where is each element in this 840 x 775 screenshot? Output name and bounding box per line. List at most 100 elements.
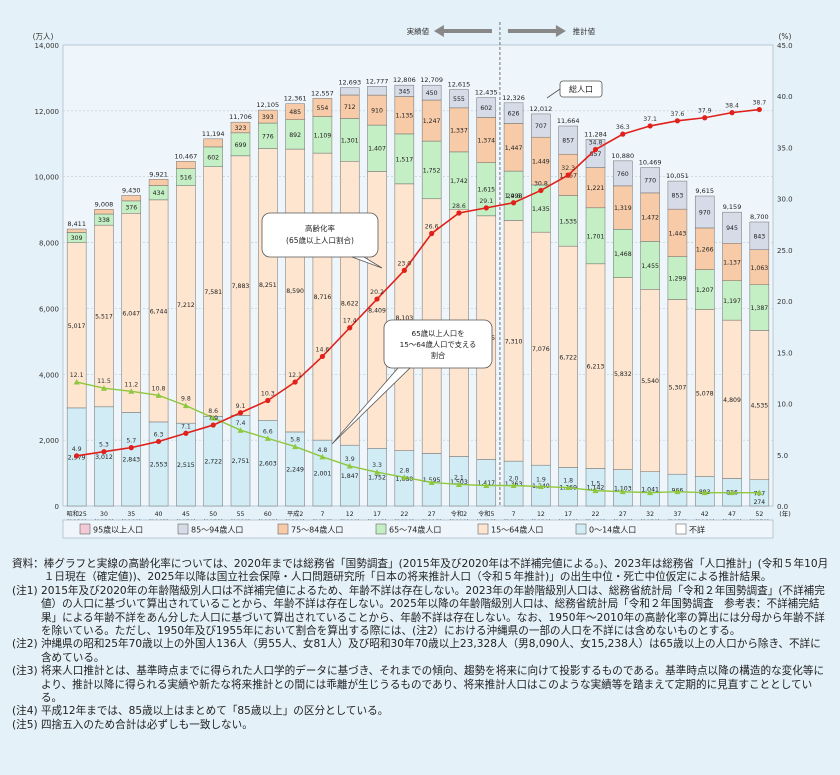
age95-label: 274: [754, 499, 766, 506]
x-tick-label-era: 7: [320, 511, 324, 518]
aging-rate-label: 4.9: [72, 446, 82, 453]
bar-value-label: 776: [262, 133, 274, 140]
callout-aging-pointer: [351, 256, 383, 269]
legend-swatch: [79, 523, 91, 535]
aging-rate-marker: [483, 205, 489, 211]
aging-rate-marker: [155, 438, 162, 445]
bar-value-label: 1,447: [505, 145, 523, 152]
bar-value-label: 5,540: [641, 378, 659, 385]
bar-value-label: 2,515: [177, 462, 195, 469]
support-ratio-marker: [674, 488, 681, 495]
bar-value-label: 323: [235, 125, 247, 132]
bar-value-label: 7,212: [177, 302, 195, 309]
support-ratio-marker: [182, 402, 189, 409]
bar-total-label: 10,467: [175, 152, 198, 160]
aging-rate-marker: [74, 453, 80, 459]
bar-value-label: 1,319: [614, 205, 632, 212]
support-ratio-marker: [565, 484, 572, 491]
y-left-tick-label: 8,000: [39, 240, 59, 248]
support-ratio-line: [76, 381, 760, 494]
aging-rate-label: 5.7: [126, 438, 136, 445]
aging-rate-marker: [620, 131, 626, 137]
bar-value-label: 7,581: [204, 289, 222, 296]
y-right-unit: (%): [779, 32, 792, 41]
support-ratio-marker: [401, 474, 408, 480]
support-ratio-label: 2.1: [454, 474, 464, 481]
bar-total-label: 11,194: [202, 130, 225, 138]
bar-value-label: 2,249: [286, 466, 304, 473]
bar-segment: [503, 102, 524, 124]
bar-segment: [94, 209, 114, 215]
aging-rate-label: 26.6: [425, 223, 439, 230]
bar-segment: [148, 179, 169, 186]
support-ratio-marker: [73, 379, 80, 385]
bar-value-label: 6,047: [122, 310, 140, 317]
bar-value-label: 2,553: [150, 461, 168, 468]
bar-value-label: 8,409: [368, 307, 386, 314]
population-chart: 0 2,000 4,000 6,000 8,000 10,000 12,000 14,000 0…: [33, 22, 793, 539]
bar-value-label: 1,472: [641, 215, 659, 222]
support-ratio-label: 2.0: [509, 476, 519, 483]
aging-rate-label: 10.3: [261, 390, 275, 397]
aging-rate-marker: [374, 296, 380, 302]
support-ratio-marker: [100, 385, 107, 391]
support-ratio-marker: [264, 435, 271, 441]
y-right-tick-label: 5.0: [777, 452, 788, 460]
aging-rate-marker: [265, 397, 271, 404]
x-tick-label-era: 35: [127, 511, 135, 518]
support-ratio-marker: [592, 487, 599, 494]
bar-value-label: 1,387: [750, 305, 768, 312]
legend-label: 15～64歳人口: [491, 525, 543, 535]
bar-total-label: 12,777: [366, 77, 389, 85]
bar-value-label: 1,247: [423, 118, 441, 125]
y-left-tick-label: 2,000: [39, 437, 59, 445]
label-actual: 実績値: [407, 26, 430, 36]
legend-label: 65～74歳人口: [389, 525, 441, 535]
y-left-tick-label: 12,000: [35, 108, 60, 116]
x-tick-label-era: 7: [512, 511, 516, 518]
bar-value-label: 338: [98, 217, 110, 224]
bar-value-label: 699: [235, 142, 247, 149]
bar-total-label: 12,615: [448, 81, 471, 89]
bar-value-label: 434: [153, 190, 165, 197]
bar-value-label: 2,603: [259, 461, 277, 468]
bar-segment: [121, 195, 142, 202]
support-ratio-label: 1.9: [536, 477, 546, 484]
x-tick-label-era: 50: [209, 511, 217, 518]
x-tick-label-era: 昭和25: [67, 510, 87, 518]
support-ratio-label: 2.8: [399, 467, 409, 474]
aging-rate-marker: [756, 106, 762, 113]
bar-value-label: 6,744: [150, 308, 168, 315]
aging-rate-marker: [429, 230, 435, 237]
support-ratio-marker: [455, 481, 462, 487]
support-ratio-marker: [319, 453, 326, 460]
aging-rate-label: 9.1: [236, 403, 246, 410]
y-left-tick-label: 4,000: [39, 371, 59, 379]
bar-segment: [258, 109, 278, 124]
aging-rate-marker: [456, 210, 462, 216]
bar-value-label: 7,076: [532, 346, 550, 353]
bar-value-label: 970: [699, 209, 711, 216]
callout-aging-box: [261, 212, 379, 258]
x-tick-label-era: 47: [728, 511, 736, 518]
y-left-tick-label: 10,000: [35, 174, 60, 182]
bar-total-label: 9,159: [723, 203, 742, 211]
notes-section: 資料： 棒グラフと実線の高齢化率については、2020年までは総務省「国勢調査」(2…: [12, 558, 830, 732]
note-2: (注2) 沖縄県の昭和25年70歳以上の外国人136人（男55人、女81人）及び…: [12, 638, 821, 664]
legend-box: [62, 519, 774, 539]
bar-value-label: 2,001: [314, 471, 332, 478]
bar-value-label: 393: [262, 114, 274, 121]
bar-segment: [203, 138, 223, 148]
aging-rate-marker: [101, 449, 107, 455]
support-ratio-label: 10.8: [152, 385, 166, 392]
bar-segment: [531, 113, 551, 138]
legend-swatch: [675, 523, 687, 535]
label-projection: 推計値: [573, 26, 596, 36]
x-tick-label-era: 30: [100, 511, 108, 518]
support-ratio-label: 12.1: [70, 372, 84, 379]
support-ratio-label: 7.4: [236, 420, 246, 427]
support-ratio-marker: [128, 388, 135, 394]
x-tick-label-era: 17: [564, 511, 572, 518]
y-right-tick-label: 10.0: [777, 401, 793, 409]
actual-arrow: [433, 25, 492, 37]
